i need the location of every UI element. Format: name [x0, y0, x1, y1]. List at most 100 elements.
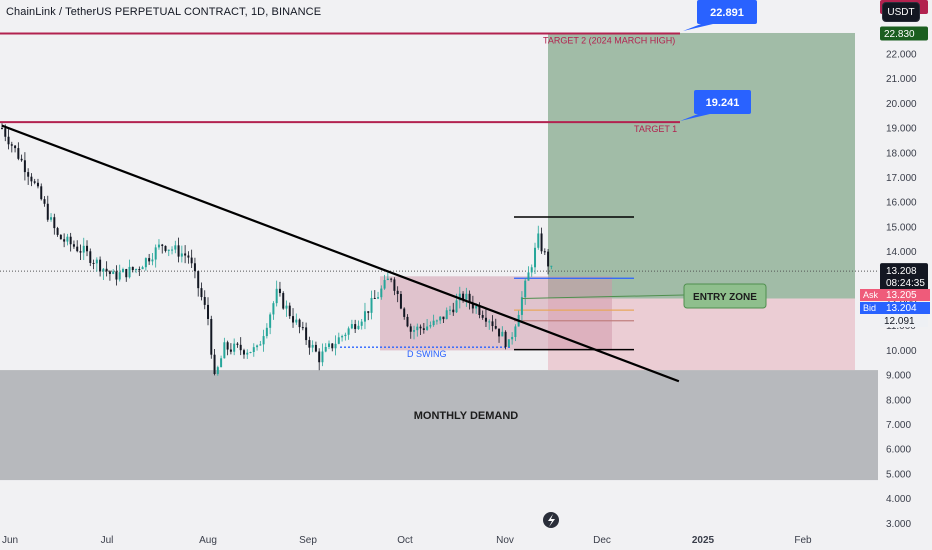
candle-body	[190, 257, 193, 264]
candle-body	[99, 259, 102, 272]
candle-body	[514, 326, 517, 337]
entry-zone-box	[683, 283, 767, 309]
candle-body	[550, 265, 553, 267]
y-tick-label: 3.000	[886, 519, 911, 530]
entry-pointer-line	[521, 294, 685, 300]
y-tick-label: 6.000	[886, 445, 911, 456]
candle-body	[220, 358, 223, 368]
bid-value-text: 13.204	[886, 303, 917, 314]
ask-label-bg	[860, 289, 882, 301]
candle-body	[184, 253, 187, 256]
d-swing-label: D SWING	[407, 349, 447, 359]
y-tick-label: 16.000	[886, 198, 917, 209]
currency-button[interactable]: USDT	[882, 2, 920, 22]
x-tick-label: Oct	[397, 535, 413, 546]
y-tick-label: 8.000	[886, 395, 911, 406]
candle-body	[138, 269, 141, 271]
candle-body	[203, 297, 206, 305]
candle-body	[161, 244, 164, 246]
candle-body	[86, 245, 89, 252]
candle-body	[187, 255, 190, 258]
candle-body	[282, 293, 285, 309]
candle-body	[429, 325, 432, 327]
candle-body	[66, 236, 69, 242]
candle-body	[357, 325, 360, 330]
x-tick-label: Feb	[794, 535, 812, 546]
target-2-label: TARGET 2 (2024 MARCH HIGH)	[543, 35, 675, 45]
candle-body	[540, 233, 543, 252]
candle-body	[43, 199, 46, 204]
candle-body	[393, 279, 396, 291]
candle-body	[530, 267, 533, 273]
candle-body	[491, 321, 494, 327]
candle-body	[432, 320, 435, 326]
bid-value-bg	[882, 302, 930, 314]
target-2-callout-value: 22.891	[710, 7, 744, 19]
candle-body	[409, 326, 412, 332]
candle-body	[95, 259, 98, 264]
stop-tag-bg	[880, 314, 928, 327]
candle-body	[507, 339, 510, 347]
candle-body	[269, 314, 272, 328]
candle-body	[33, 181, 36, 183]
candle-body	[272, 303, 275, 315]
x-tick-label: Jul	[101, 535, 114, 546]
candle-body	[141, 267, 144, 270]
candle-body	[115, 271, 118, 280]
candle-body	[14, 145, 17, 149]
candle-body	[334, 343, 337, 349]
candle-body	[249, 351, 252, 353]
target-1-label: TARGET 1	[634, 124, 677, 134]
candle-body	[311, 344, 314, 348]
candle-body	[344, 334, 347, 337]
candle-body	[363, 311, 366, 322]
candle-body	[30, 176, 33, 182]
candle-body	[406, 316, 409, 327]
candle-body	[213, 354, 216, 374]
candle-body	[288, 305, 291, 317]
target-2-callout-pointer	[683, 24, 713, 31]
candle-body	[46, 203, 49, 220]
candle-body	[504, 331, 507, 347]
candle-body	[399, 294, 402, 309]
x-tick-label: Jun	[2, 535, 18, 546]
candle-body	[501, 331, 504, 337]
candle-body	[462, 293, 465, 300]
candle-body	[7, 136, 10, 145]
y-tick-label: 19.000	[886, 124, 917, 135]
candle-body	[151, 259, 154, 262]
candle-body	[413, 330, 416, 332]
lightning-glyph	[548, 514, 555, 527]
x-tick-label: Dec	[593, 535, 611, 546]
target-1-callout-box	[694, 90, 751, 114]
candles	[1, 123, 553, 376]
candle-body	[40, 186, 43, 200]
candle-body	[442, 316, 445, 320]
candle-body	[10, 144, 13, 146]
ask-value-bg	[882, 289, 930, 301]
candle-body	[458, 293, 461, 301]
y-tick-label: 21.000	[886, 74, 917, 85]
stop-tag-text: 12.091	[884, 316, 915, 327]
current-price-tag-bg	[880, 263, 928, 292]
candle-body	[370, 297, 373, 313]
candle-body	[481, 314, 484, 318]
bid-label-bg	[860, 302, 882, 314]
candle-body	[537, 233, 540, 248]
candle-body	[252, 347, 255, 352]
candle-body	[154, 247, 157, 260]
candle-body	[295, 319, 298, 323]
candle-body	[92, 262, 95, 264]
candle-body	[69, 236, 72, 245]
trend-line	[1, 124, 680, 383]
candle-body	[380, 288, 383, 298]
candle-body	[233, 343, 236, 352]
candle-body	[484, 317, 487, 322]
candle-body	[112, 271, 115, 274]
candle-body	[452, 309, 455, 313]
candle-body	[102, 268, 105, 272]
y-tick-label: 17.000	[886, 173, 917, 184]
y-tick-label: 20.000	[886, 99, 917, 110]
